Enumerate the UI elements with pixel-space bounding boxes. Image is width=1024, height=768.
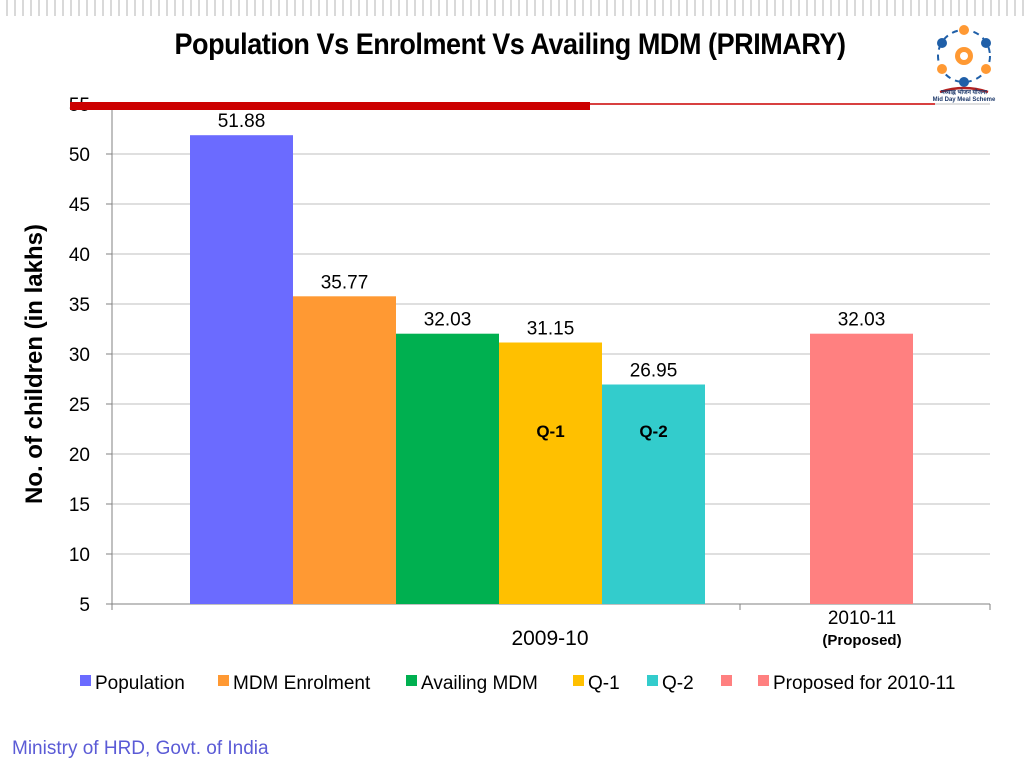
bar-q-1	[499, 342, 602, 604]
logo-caption: मध्याह्न भोजन योजना Mid Day Meal Scheme	[918, 90, 1010, 104]
legend-label: Q-1	[588, 673, 620, 694]
y-tick-label: 30	[69, 345, 90, 366]
x-category-sublabel: (Proposed)	[822, 632, 901, 649]
legend-swatch	[758, 675, 769, 686]
legend-swatch	[647, 675, 658, 686]
y-tick-label: 10	[69, 545, 90, 566]
top-stripe-decoration	[0, 0, 1024, 16]
y-tick-label: 5	[79, 595, 90, 616]
bar-proposed-for-2010-11	[810, 333, 913, 604]
legend-swatch	[406, 675, 417, 686]
bar-population	[190, 135, 293, 604]
chart-title: Population Vs Enrolment Vs Availing MDM …	[174, 28, 846, 61]
legend-swatch	[573, 675, 584, 686]
data-label: 26.95	[630, 361, 678, 382]
y-tick-label: 35	[69, 295, 90, 316]
y-tick-label: 45	[69, 195, 90, 216]
y-tick-label: 20	[69, 445, 90, 466]
mdm-logo	[937, 25, 991, 94]
legend-label: Availing MDM	[421, 673, 538, 694]
logo-caption-english: Mid Day Meal Scheme	[932, 97, 996, 103]
legend-swatch	[80, 675, 91, 686]
logo-caption-hindi: मध्याह्न भोजन योजना	[941, 90, 987, 96]
legend-label: MDM Enrolment	[233, 673, 371, 694]
data-label: 32.03	[838, 310, 886, 331]
data-label: 31.15	[527, 319, 575, 340]
legend-label: Proposed for 2010-11	[773, 673, 955, 694]
legend-label: Q-2	[662, 673, 694, 694]
legend-label: Population	[95, 673, 185, 694]
x-category-label: 2010-11	[828, 608, 896, 629]
legend-swatch	[721, 675, 732, 686]
data-label: 32.03	[424, 310, 472, 331]
logo-figures-ring	[937, 25, 991, 87]
y-tick-label: 25	[69, 395, 90, 416]
data-label: 35.77	[321, 272, 369, 293]
y-axis-label: No. of children (in lakhs)	[21, 224, 48, 504]
accent-bar	[70, 102, 590, 110]
bar-inner-label: Q-1	[536, 422, 564, 441]
bar-inner-label: Q-2	[639, 422, 667, 441]
bar-availing-mdm	[396, 333, 499, 604]
y-tick-label: 50	[69, 145, 90, 166]
legend-swatch	[218, 675, 229, 686]
data-label: 51.88	[218, 111, 266, 132]
footer-text: Ministry of HRD, Govt. of India	[12, 738, 269, 759]
y-tick-label: 15	[69, 495, 90, 516]
bar-mdm-enrolment	[293, 296, 396, 604]
y-tick-label: 40	[69, 245, 90, 266]
x-category-label: 2009-10	[511, 627, 588, 650]
bar-q-2	[602, 384, 705, 604]
